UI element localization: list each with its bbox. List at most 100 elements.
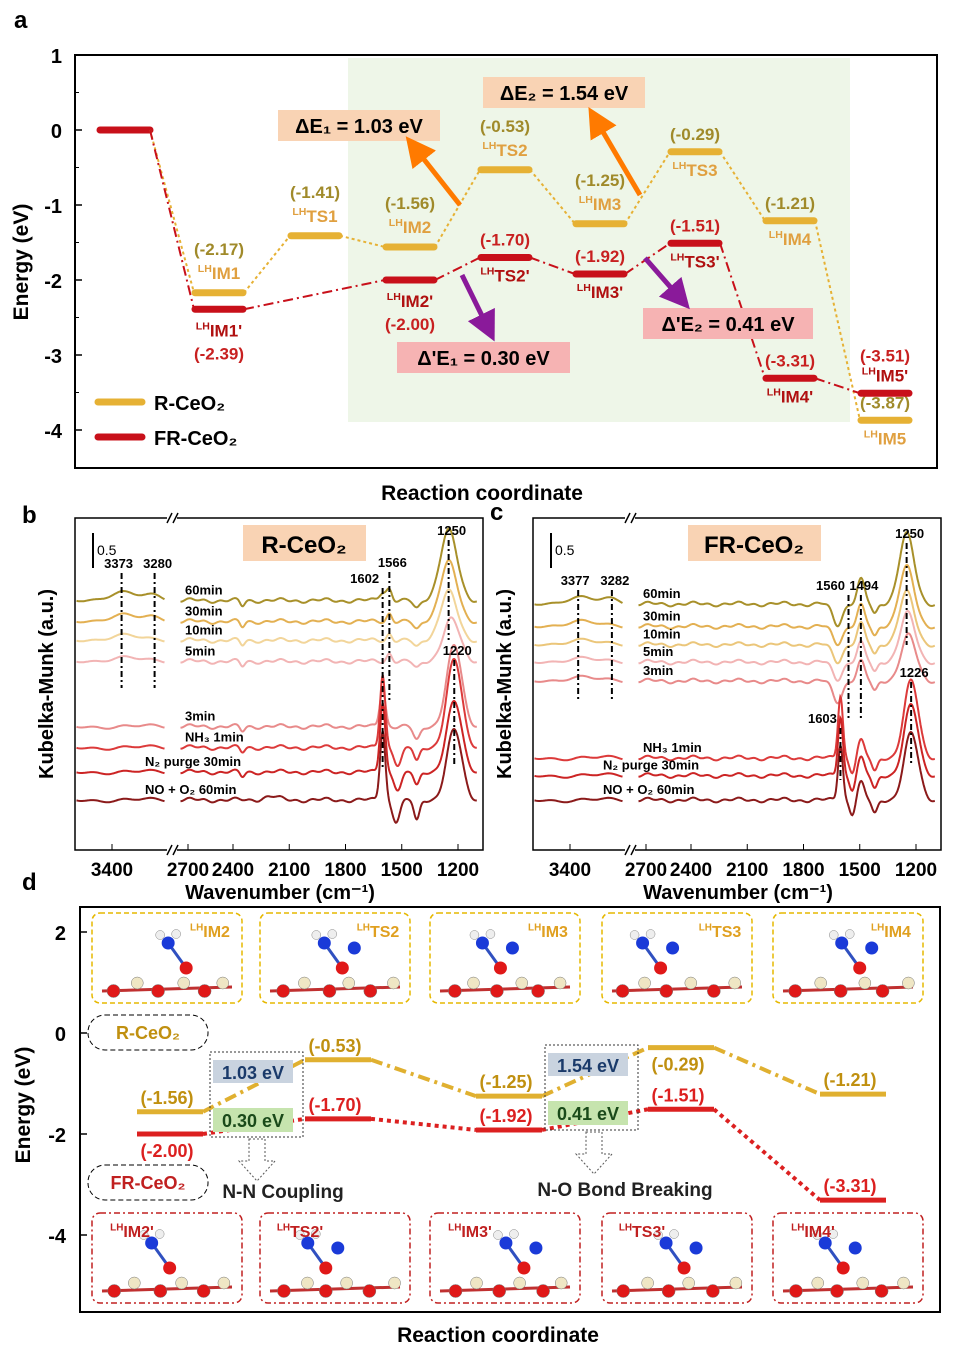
connector-line [713, 1045, 821, 1096]
energy-value-label: (-1.92) [479, 1106, 532, 1126]
structure-panel [772, 1212, 924, 1304]
axis-break [625, 846, 635, 854]
barrier-annotation-text: Δ'E₁ = 0.30 eV [417, 348, 550, 370]
spectrum-trace [180, 558, 478, 630]
y-tick-label: 0 [55, 1024, 66, 1046]
cerium-atom [217, 1276, 231, 1290]
peak-label: 3280 [143, 556, 172, 571]
spectrum-trace [76, 744, 165, 751]
structure-panel [601, 1212, 753, 1304]
x-tick-label: 1500 [381, 860, 423, 881]
oxygen-atom [536, 1284, 550, 1298]
panel-label-d: d [22, 869, 37, 896]
connector-line [370, 1116, 477, 1132]
slab-bond [611, 1285, 743, 1293]
spectrum-trace [76, 723, 165, 730]
superscript-prefix: LH [864, 428, 878, 440]
trace-label: 3min [643, 663, 673, 678]
superscript-prefix: LH [277, 1223, 290, 1234]
y-tick-label: -1 [44, 196, 62, 218]
barrier-annotation-text: ΔE₁ = 1.03 eV [295, 116, 423, 138]
panel-c: 3400 2700 2400 2100 1800 1500 1200 Wavenumber (… [494, 512, 942, 904]
nitrogen-atom [848, 1241, 862, 1255]
oxygen-atom [107, 1284, 121, 1298]
oxygen-atom [677, 1261, 691, 1275]
state-name: IM1 [212, 264, 240, 283]
energy-value-label: (-1.51) [670, 216, 720, 235]
slab-bond [101, 985, 233, 993]
energy-value-label: (-1.25) [479, 1072, 532, 1092]
cerium-atom [682, 1276, 695, 1290]
plot-frame [532, 517, 942, 851]
superscript-prefix: LH [670, 251, 684, 263]
hydrogen-atom [311, 1229, 321, 1239]
hydrogen-atom [327, 929, 338, 939]
state-label: LHIM2 [389, 217, 431, 237]
cerium-atom [728, 976, 741, 990]
state-name: TS2' [290, 1224, 323, 1241]
oxygen-atom [335, 961, 349, 975]
hydrogen-atom [828, 930, 839, 940]
structure-label: LHIM4 [871, 923, 911, 941]
state-name: IM4 [884, 924, 911, 941]
state-label: LHTS3' [670, 251, 719, 271]
state-name: IM3' [591, 283, 623, 302]
nitrogen-atom [331, 1241, 345, 1255]
oxygen-atom [322, 984, 337, 998]
cerium-atom [638, 976, 651, 990]
state-name: TS3 [712, 924, 741, 941]
axis-break-mark [630, 512, 637, 524]
spectrum-trace [534, 772, 623, 779]
slab-bond [782, 1285, 914, 1293]
r-barrier-box [213, 1060, 293, 1083]
oxygen-atom [276, 984, 290, 998]
r-barrier-box [548, 1053, 628, 1076]
peak-label: 1220 [443, 643, 472, 658]
fr-barrier-value: 0.30 eV [222, 1111, 284, 1131]
state-name: IM1' [210, 321, 242, 340]
y-tick-label: 0 [51, 121, 62, 143]
energy-value-label: (-1.70) [308, 1095, 361, 1115]
state-label: LHIM1 [198, 263, 240, 283]
sample-title-box [688, 525, 821, 561]
oxygen-atom [830, 1284, 844, 1298]
structure-panel [772, 912, 924, 1004]
nitrogen-atom [505, 941, 519, 955]
cerium-atom [340, 1276, 353, 1290]
hydrogen-atom [485, 929, 496, 939]
superscript-prefix: LH [190, 923, 203, 934]
state-label: LHIM4 [769, 229, 812, 249]
cerium-atom [342, 976, 356, 990]
plot-frame [74, 54, 938, 469]
y-axis-label: Kubelka-Munk (a.u.) [494, 589, 516, 779]
state-label: LHIM5' [862, 365, 908, 385]
oxygen-atom [659, 984, 674, 998]
x-tick-label: 2700 [625, 860, 667, 881]
structure-label: LHTS2' [277, 1223, 323, 1241]
sample-title-box [243, 525, 366, 561]
spectrum-trace [638, 632, 936, 705]
cerium-atom [858, 976, 872, 990]
energy-value-label: (-1.51) [651, 1085, 704, 1105]
peak-label: 1566 [378, 555, 407, 570]
trace-label: NO + O₂ 60min [603, 782, 694, 797]
connector-line [434, 169, 481, 248]
trace-label: 5min [643, 644, 673, 659]
superscript-prefix: LH [619, 1223, 632, 1234]
spectrum-trace [534, 796, 623, 804]
x-tick-label: 2400 [212, 860, 254, 881]
energy-value-label: (-2.39) [194, 344, 244, 363]
hydrogen-atom [653, 1230, 663, 1240]
oxygen-atom [179, 961, 193, 975]
superscript-prefix: LH [767, 386, 781, 398]
cerium-atom [216, 976, 230, 990]
barrier-annotation-text: ΔE₂ = 1.54 eV [500, 83, 629, 105]
plot-frame [74, 517, 484, 851]
slab-bond [101, 1285, 233, 1293]
panel-b: 3400 2700 2400 2100 1800 1500 1200 Wavenumber (… [36, 512, 484, 904]
panel-a: 1 0 -1 -2 -3 -4 Energy (eV) Reaction coordinate… [10, 46, 938, 505]
arrow-icon [459, 273, 495, 342]
state-name: IM5' [876, 366, 908, 385]
superscript-prefix: LH [448, 1223, 461, 1234]
oxygen-atom [836, 1261, 850, 1275]
